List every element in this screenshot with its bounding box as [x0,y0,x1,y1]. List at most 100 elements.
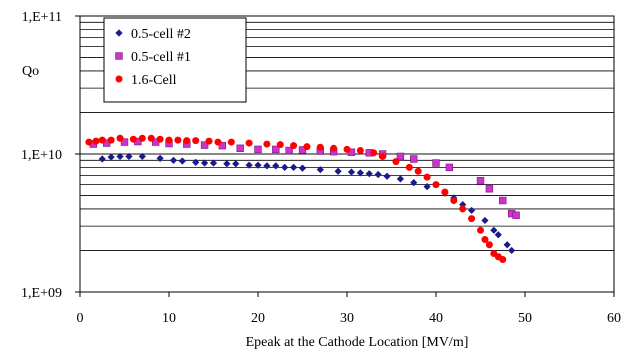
data-point [245,161,253,169]
data-point [468,206,476,215]
x-tick-label: 40 [429,311,443,326]
data-point [98,155,106,163]
data-point [209,159,218,167]
data-point [396,152,405,161]
data-point [503,241,511,249]
data-point [183,137,191,145]
legend-label: 0.5-cell #2 [131,27,191,42]
data-point [298,164,307,172]
data-point [445,163,454,172]
data-point [343,145,351,153]
data-point [379,152,387,160]
data-point [356,169,364,177]
data-point [174,136,182,144]
data-point [165,136,173,144]
data-point [334,167,342,175]
data-point [499,255,507,263]
y-axis: 1,E+09 1,E+10 1,E+11 [21,10,80,301]
legend-marker [115,75,123,83]
data-point [285,146,293,155]
data-point [232,160,240,168]
data-point [245,139,253,147]
data-point [254,161,262,169]
data-point [200,141,209,149]
data-point [138,134,146,142]
legend-box [103,17,247,103]
data-point [85,138,93,146]
data-point [192,158,200,166]
data-point [116,152,124,161]
data-point [370,149,378,157]
data-point [116,134,124,142]
data-point [169,156,178,164]
gridlines [80,15,614,293]
data-point [374,170,382,179]
data-point [107,153,115,161]
data-point [290,163,298,171]
data-point [125,152,133,161]
data-point [276,141,284,149]
data-point [356,147,364,155]
x-tick-label: 20 [251,311,265,326]
data-point [236,144,244,152]
data-point [330,144,338,152]
series-layer [85,134,520,263]
y-tick-label: 1,E+10 [21,148,62,163]
data-point [423,183,431,191]
data-point [432,159,440,167]
x-tick-label: 10 [162,311,176,326]
data-point [316,166,324,174]
series-3 [85,134,507,263]
legend-label: 1.6-Cell [131,73,177,88]
data-point [508,246,516,255]
data-point [92,137,100,145]
data-point [485,185,494,193]
data-point [303,143,311,151]
data-point [227,138,235,146]
data-point [98,136,106,144]
data-point [316,143,324,151]
data-point [281,163,289,171]
legend-marker [115,52,123,60]
data-point [156,154,164,162]
data-point [205,137,213,145]
legend: 0.5-cell #2 0.5-cell #1 1.6-Cell [103,17,247,103]
legend-item: 0.5-cell #2 [115,27,191,42]
data-point [138,152,146,161]
data-point [147,134,155,142]
data-point [107,136,115,144]
data-point [290,142,298,150]
data-point [178,157,186,165]
data-point [410,179,418,187]
x-axis-title: Epeak at the Cathode Location [MV/m] [246,335,469,350]
data-point [512,211,520,219]
x-tick-label: 60 [607,311,621,326]
data-point [156,135,164,143]
y-axis-title: Qo [22,64,39,79]
data-point [481,236,489,244]
data-point [214,138,222,146]
data-point [490,226,498,234]
data-point [365,170,373,178]
data-point [450,197,458,205]
data-point [481,216,489,225]
data-point [223,160,231,168]
data-point [459,205,467,213]
data-point [218,141,227,150]
data-point [494,231,502,239]
data-point [441,188,449,196]
data-point [499,196,507,205]
data-point [201,159,209,167]
data-point [129,135,137,143]
data-point [396,175,404,183]
legend-item: 0.5-cell #1 [115,50,191,65]
legend-marker [115,29,123,37]
data-point [192,137,200,145]
y-tick-label: 1,E+11 [22,10,62,25]
data-point [347,168,356,176]
x-axis: 0 10 20 30 40 50 60 [77,292,621,326]
data-point [392,158,400,166]
y-tick-label: 1,E+09 [21,286,62,301]
data-point [120,138,129,146]
